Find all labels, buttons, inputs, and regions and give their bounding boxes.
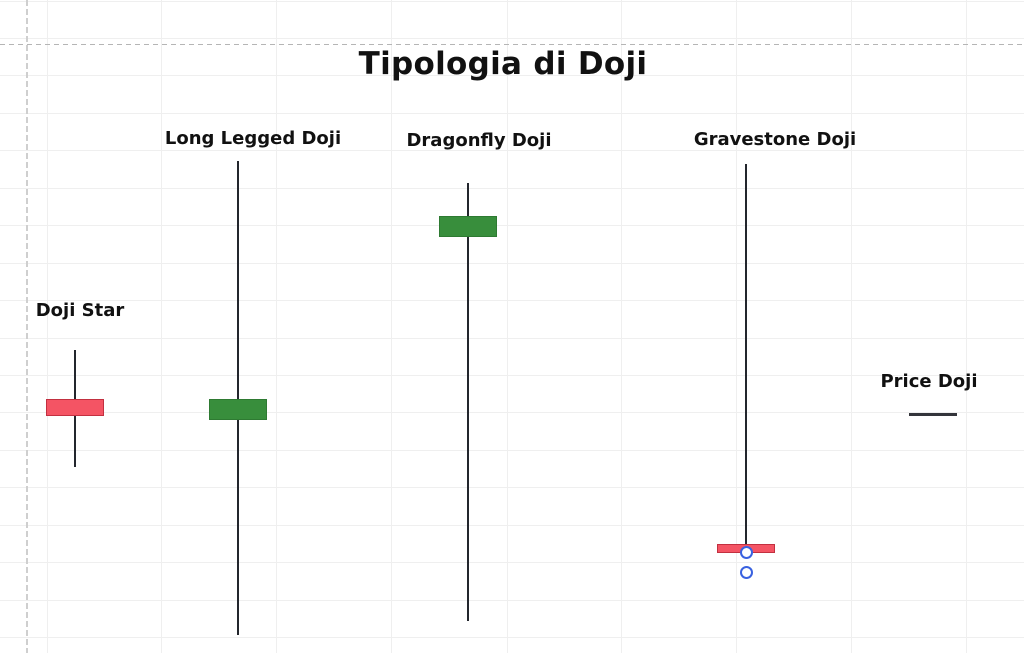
gravestone-doji-wick[interactable] bbox=[745, 164, 747, 552]
grid-line bbox=[0, 375, 1024, 376]
dashed-guide-horizontal bbox=[0, 44, 1024, 45]
grid-line bbox=[507, 0, 508, 653]
long-legged-doji-label: Long Legged Doji bbox=[164, 128, 342, 149]
grid-line bbox=[0, 450, 1024, 451]
grid-line bbox=[0, 1, 1024, 2]
gravestone-doji-label: Gravestone Doji bbox=[693, 129, 857, 150]
grid-line bbox=[0, 525, 1024, 526]
grid-line bbox=[0, 188, 1024, 189]
price-doji-candle[interactable] bbox=[909, 413, 957, 416]
dragonfly-doji-body[interactable] bbox=[439, 216, 497, 237]
grid-line bbox=[0, 38, 1024, 39]
price-doji-label: Price Doji bbox=[880, 371, 978, 392]
grid-line bbox=[0, 263, 1024, 264]
grid-line bbox=[0, 487, 1024, 488]
dragonfly-doji-wick[interactable] bbox=[467, 183, 469, 621]
doji-star-label: Doji Star bbox=[35, 300, 125, 321]
grid-line bbox=[621, 0, 622, 653]
drag-handle[interactable] bbox=[740, 566, 753, 579]
grid-line bbox=[0, 562, 1024, 563]
long-legged-doji-wick[interactable] bbox=[237, 161, 239, 635]
long-legged-doji-body[interactable] bbox=[209, 399, 267, 420]
grid-line bbox=[0, 637, 1024, 638]
grid-line bbox=[851, 0, 852, 653]
drag-handle[interactable] bbox=[740, 546, 753, 559]
doji-star-body[interactable] bbox=[46, 399, 104, 416]
grid-line bbox=[0, 600, 1024, 601]
grid-line bbox=[736, 0, 737, 653]
grid-line bbox=[0, 338, 1024, 339]
page-title: Tipologia di Doji bbox=[358, 46, 648, 82]
grid-line bbox=[0, 300, 1024, 301]
grid-line bbox=[0, 113, 1024, 114]
grid-line bbox=[276, 0, 277, 653]
grid-line bbox=[161, 0, 162, 653]
grid-line bbox=[0, 225, 1024, 226]
dashed-guide-vertical bbox=[26, 0, 28, 653]
dragonfly-doji-label: Dragonfly Doji bbox=[406, 130, 552, 151]
grid-line bbox=[47, 0, 48, 653]
grid-line bbox=[0, 412, 1024, 413]
grid-line bbox=[966, 0, 967, 653]
grid-line bbox=[391, 0, 392, 653]
